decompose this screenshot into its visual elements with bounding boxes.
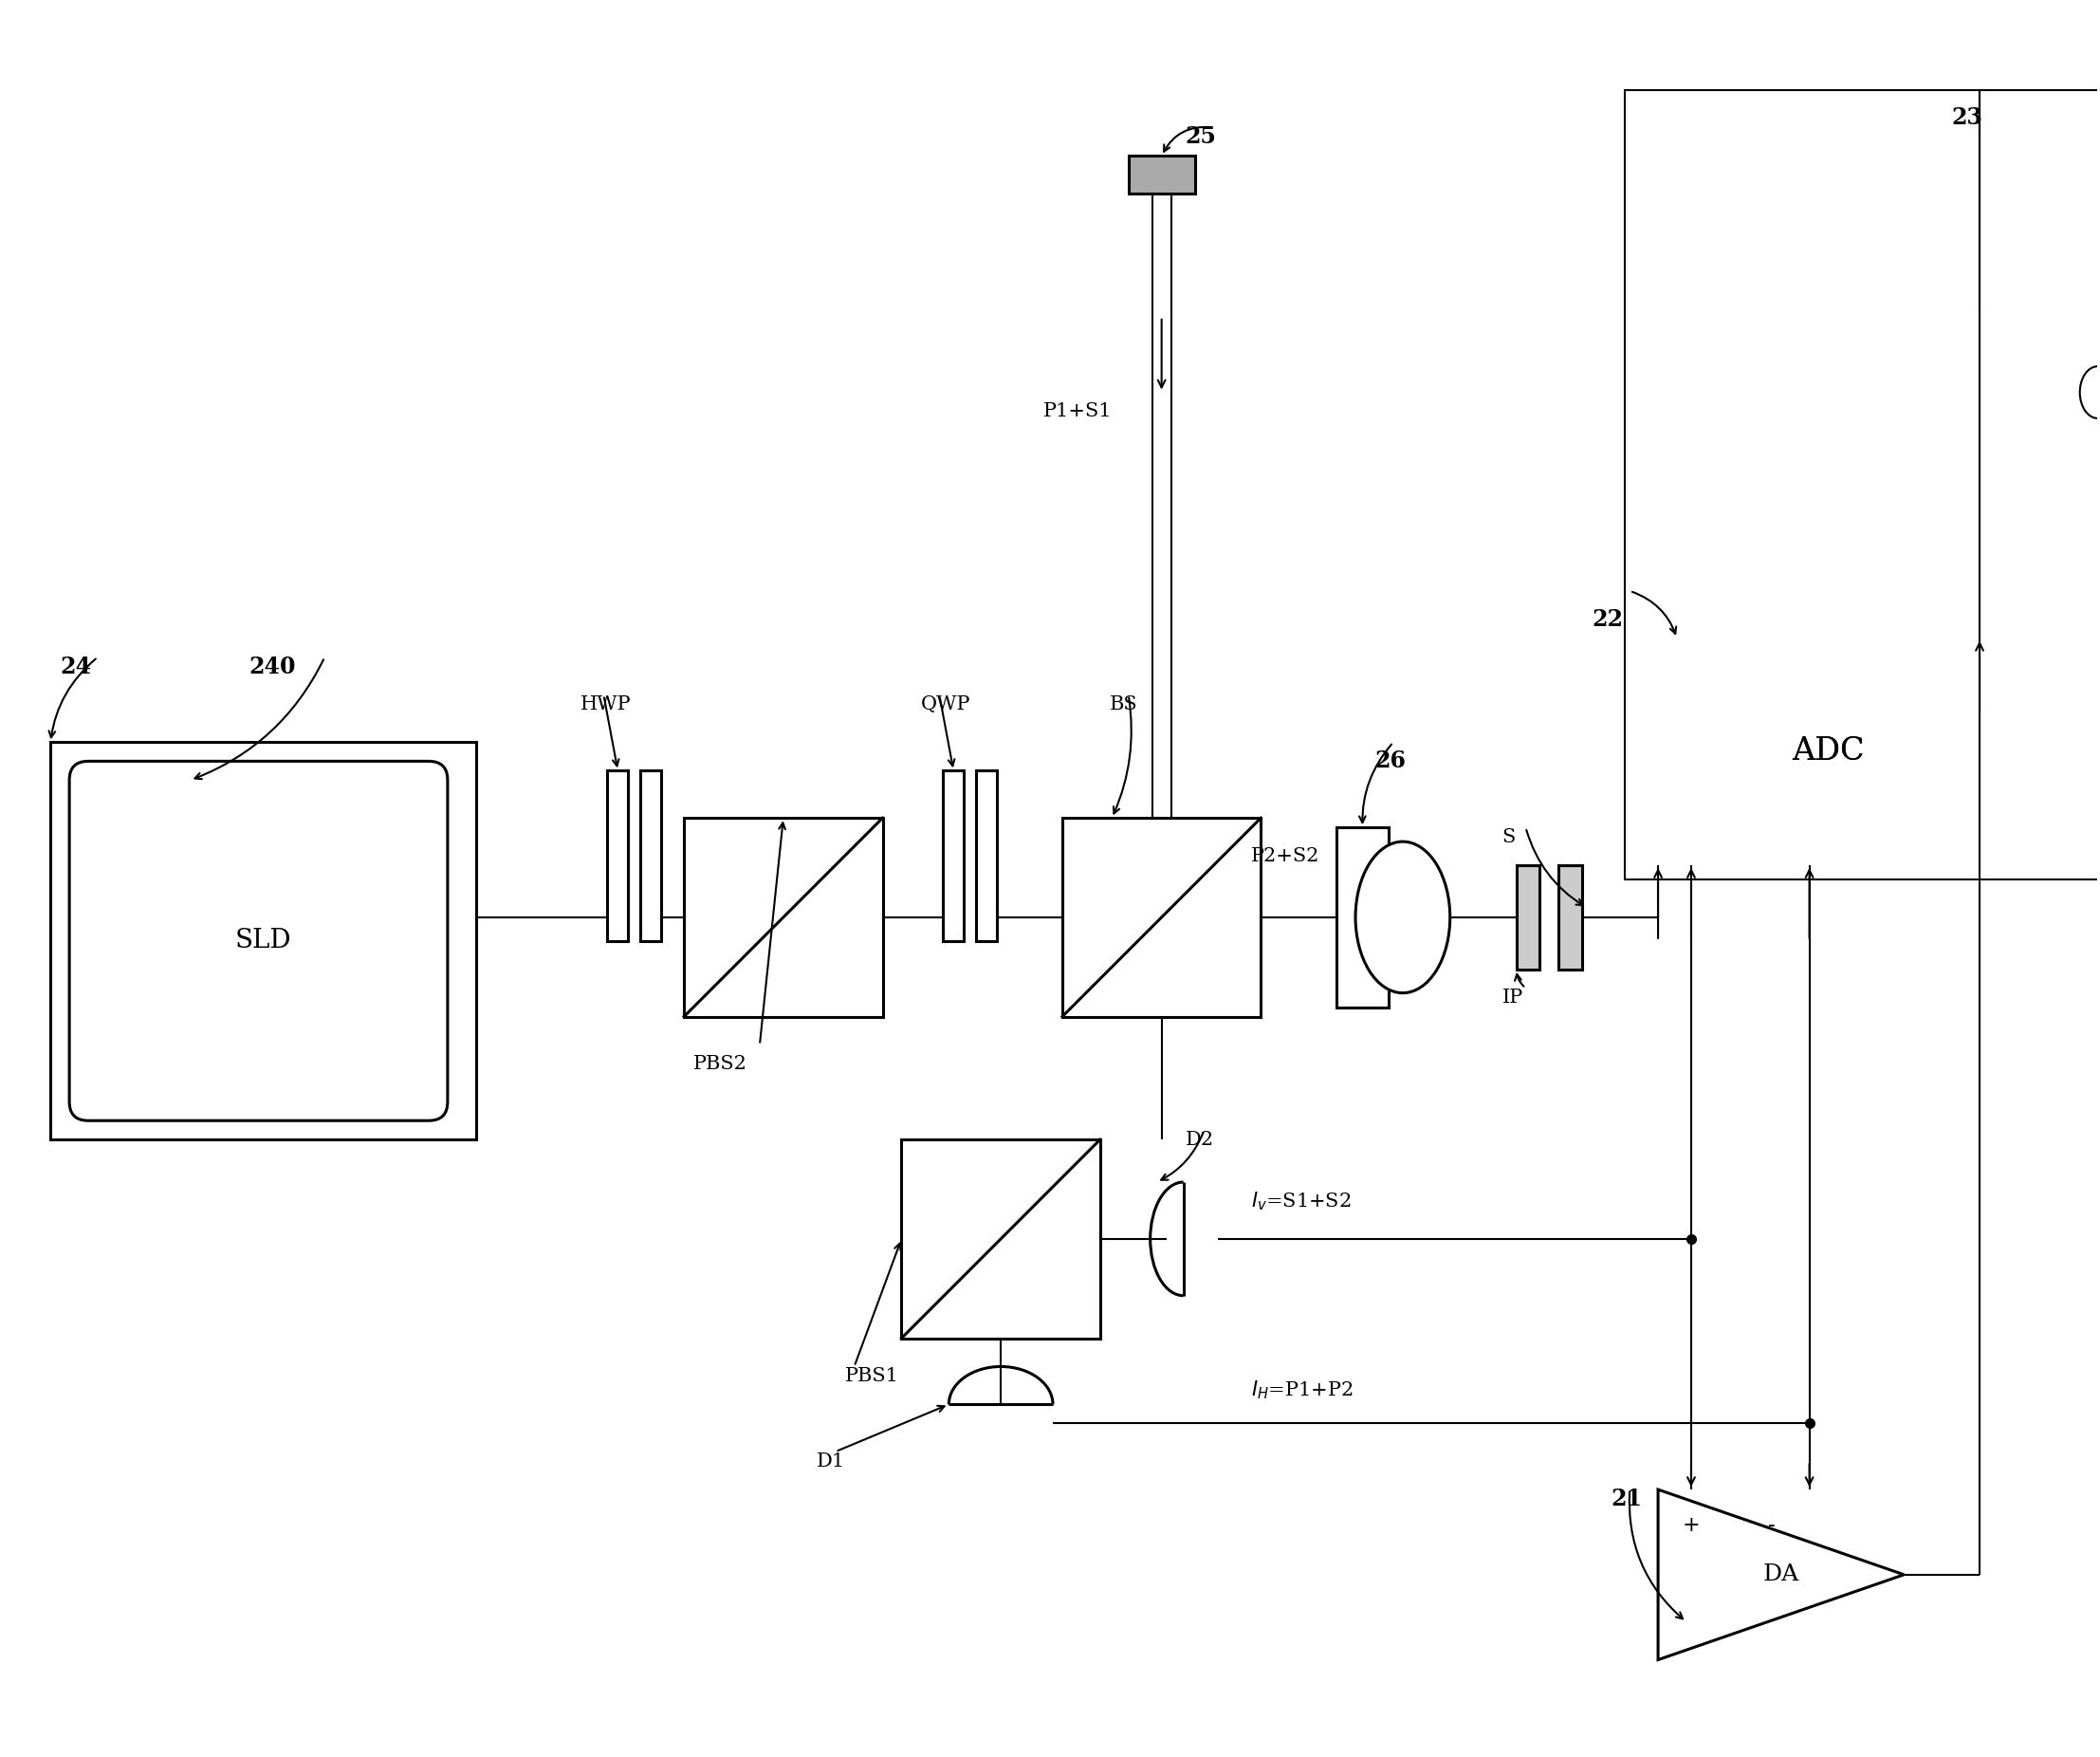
Text: +: +	[1682, 1515, 1701, 1536]
Text: SLD: SLD	[235, 928, 292, 954]
Text: QWP: QWP	[920, 696, 970, 713]
Bar	[50, 741, 477, 1140]
Bar	[1754, 128, 1987, 288]
Text: $I_v$=S1+S2: $I_v$=S1+S2	[1252, 1189, 1352, 1212]
Bar	[901, 1140, 1100, 1339]
Text: BS: BS	[1109, 696, 1138, 713]
Text: $I_H$=P1+P2: $I_H$=P1+P2	[1252, 1379, 1352, 1402]
Bar	[1754, 369, 1957, 416]
Bar	[607, 771, 628, 942]
Bar	[943, 771, 964, 942]
Text: 240: 240	[250, 655, 296, 678]
Text: -: -	[1768, 1515, 1774, 1536]
FancyBboxPatch shape	[69, 761, 447, 1121]
Bar	[1625, 90, 2100, 880]
Text: D2: D2	[1184, 1130, 1214, 1149]
Text: D1: D1	[817, 1451, 844, 1471]
Text: PBS1: PBS1	[844, 1367, 899, 1385]
Text: S: S	[1502, 828, 1516, 845]
Bar	[1128, 156, 1195, 193]
Ellipse shape	[1354, 842, 1449, 993]
Text: 24: 24	[61, 655, 90, 678]
Text: HWP: HWP	[580, 696, 630, 713]
Text: P2+S2: P2+S2	[1252, 847, 1321, 864]
Bar	[1336, 828, 1388, 1007]
Text: 22: 22	[1592, 608, 1623, 631]
Bar	[1516, 864, 1539, 970]
Bar	[640, 771, 662, 942]
Bar	[1558, 864, 1583, 970]
Bar	[1640, 638, 2018, 864]
Text: DA: DA	[1762, 1564, 1800, 1585]
Bar	[1764, 141, 1976, 278]
Text: PBS2: PBS2	[693, 1054, 748, 1074]
Text: 26: 26	[1373, 750, 1405, 773]
Polygon shape	[1659, 1490, 1905, 1660]
Bar	[685, 819, 882, 1017]
Bar	[976, 771, 997, 942]
Ellipse shape	[2079, 365, 2100, 418]
Text: IP: IP	[1502, 989, 1523, 1007]
Bar	[1063, 819, 1260, 1017]
Text: ADC: ADC	[1791, 736, 1865, 768]
Text: P1+S1: P1+S1	[1044, 402, 1113, 420]
Text: ADC: ADC	[1791, 736, 1865, 768]
Text: 25: 25	[1184, 125, 1216, 148]
Bar	[1754, 322, 1957, 374]
Text: 23: 23	[1951, 107, 1982, 130]
Text: 21: 21	[1611, 1488, 1642, 1511]
Bar	[1810, 283, 1856, 327]
